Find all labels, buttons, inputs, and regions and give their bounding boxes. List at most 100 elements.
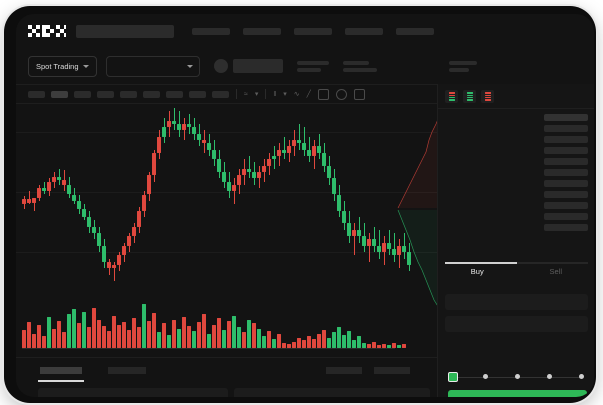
ticker-stat-1 [342, 60, 377, 72]
okx-logo[interactable] [28, 24, 66, 38]
bottom-tab-0[interactable] [40, 367, 82, 374]
global-search-input[interactable] [76, 24, 174, 38]
settings-gear-icon[interactable] [335, 88, 347, 100]
bottom-action-1[interactable] [374, 367, 410, 374]
tab-sell[interactable]: Sell [549, 267, 562, 276]
timeframe-1[interactable] [51, 90, 68, 98]
gridline-0 [16, 132, 437, 133]
timeframe-6[interactable] [166, 90, 183, 98]
orderbook-right-row [544, 224, 588, 231]
trendline-icon[interactable]: ∿ [293, 90, 300, 98]
trading-pair-select[interactable] [105, 55, 200, 77]
slider-stop-75[interactable] [547, 374, 552, 379]
volume-bar [127, 329, 131, 348]
top-navigation-bar [16, 14, 594, 48]
volume-bar [212, 324, 216, 348]
volume-bar [67, 314, 71, 348]
timeframe-8[interactable] [212, 90, 229, 98]
volume-bar [262, 336, 266, 348]
volume-bar [392, 342, 396, 348]
orderbook-view-both-icon[interactable] [445, 90, 458, 103]
timeframe-5[interactable] [143, 90, 160, 98]
timeframe-2[interactable] [74, 90, 91, 98]
slider-stop-50[interactable] [515, 374, 520, 379]
order-price-input[interactable] [445, 294, 588, 310]
trading-mode-dropdown[interactable]: Spot Trading [28, 55, 97, 77]
price-chart[interactable] [16, 102, 437, 357]
camera-icon[interactable] [317, 88, 329, 100]
volume-bar [317, 333, 321, 348]
bottom-tab-active-indicator [38, 380, 84, 382]
slider-handle[interactable] [448, 372, 458, 382]
volume-bar [112, 315, 116, 348]
nav-item-2[interactable] [294, 27, 332, 35]
orders-panel-block-1 [234, 388, 430, 397]
last-price-value [232, 59, 283, 73]
volume-bar [342, 335, 346, 348]
volume-bar [137, 327, 141, 348]
chevron-down-icon-indicators[interactable]: ▾ [254, 90, 259, 98]
volume-bar [332, 332, 336, 348]
volume-bar [107, 331, 111, 348]
volume-bar [187, 326, 191, 348]
orderbook-header-right [544, 114, 588, 121]
trade-tabs: Buy Sell [438, 267, 594, 276]
submit-buy-button[interactable] [448, 390, 587, 397]
volume-bar [267, 331, 271, 348]
order-amount-input[interactable] [445, 316, 588, 332]
volume-bar [382, 344, 386, 348]
app-screen: Spot Trading ≈ ▾ [16, 14, 594, 397]
volume-bar [257, 328, 261, 348]
volume-bar [277, 333, 281, 348]
orderbook-right-row [544, 213, 588, 220]
chevron-down-icon-pair [186, 64, 193, 68]
orderbook-view-buy-icon[interactable] [463, 90, 476, 103]
volume-bar [27, 322, 31, 348]
pencil-icon[interactable]: ╱ [306, 90, 311, 98]
slider-stop-100[interactable] [579, 374, 584, 379]
nav-item-0[interactable] [192, 27, 230, 35]
volume-bar [292, 341, 296, 348]
coin-avatar [213, 59, 228, 73]
chevron-down-icon-charttype[interactable]: ▾ [283, 90, 287, 98]
ticker-bar: Spot Trading [16, 48, 594, 84]
timeframe-7[interactable] [189, 90, 206, 98]
volume-bar [52, 328, 56, 348]
chart-toolbar: ≈ ▾ ‖ ▾ ∿ ╱ [16, 84, 594, 104]
volume-bar [302, 340, 306, 348]
fullscreen-icon[interactable] [353, 88, 365, 100]
volume-bar [347, 331, 351, 348]
timeframe-0[interactable] [28, 90, 45, 98]
tab-buy[interactable]: Buy [470, 267, 484, 276]
nav-item-4[interactable] [396, 27, 434, 35]
nav-item-1[interactable] [243, 27, 281, 35]
bottom-action-0[interactable] [326, 367, 362, 374]
volume-bar [402, 344, 406, 348]
volume-bar [47, 316, 51, 348]
toolbar-divider [236, 89, 237, 99]
orderbook-right-row [544, 158, 588, 165]
orderbook-rows [438, 109, 594, 231]
amount-percent-slider[interactable] [448, 372, 587, 382]
orderbook-right-row [544, 136, 588, 143]
volume-bar [377, 345, 381, 348]
volume-bar [237, 327, 241, 348]
timeframe-4[interactable] [120, 90, 137, 98]
bottom-tab-1[interactable] [108, 367, 146, 374]
timeframe-3[interactable] [97, 90, 114, 98]
volume-bar [372, 341, 376, 348]
orderbook-panel: Buy Sell [437, 84, 594, 397]
slider-stop-25[interactable] [483, 374, 488, 379]
volume-bar [42, 336, 46, 348]
chart-type-icon[interactable]: ‖ [273, 90, 277, 98]
orderbook-view-sell-icon[interactable] [481, 90, 494, 103]
nav-item-3[interactable] [345, 27, 383, 35]
volume-bar [282, 342, 286, 348]
orders-panel [16, 357, 437, 397]
volume-bar [147, 320, 151, 348]
volume-bar [352, 340, 356, 348]
volume-bar [117, 324, 121, 348]
indicators-icon[interactable]: ≈ [244, 90, 248, 98]
volume-bar [337, 327, 341, 348]
